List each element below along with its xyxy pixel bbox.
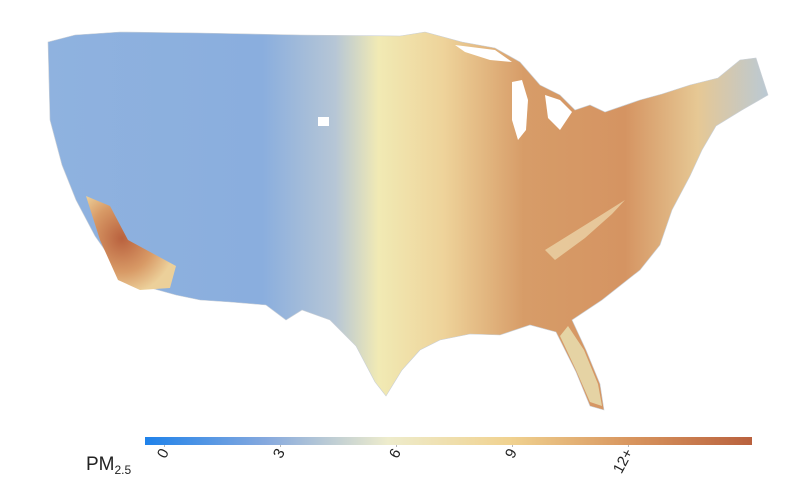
florida xyxy=(560,326,602,406)
legend-title: PM2.5 xyxy=(86,454,132,477)
lake-michigan xyxy=(512,80,528,140)
legend-tick-label: 6 xyxy=(386,446,405,461)
missing-county xyxy=(318,117,329,126)
lake-superior xyxy=(455,45,512,62)
appalachian-band xyxy=(545,200,625,260)
legend-tick-label: 3 xyxy=(270,446,289,461)
lake-huron xyxy=(545,95,572,130)
legend-title-subscript: 2.5 xyxy=(115,463,132,477)
legend: PM2.5 0 3 6 9 12+ xyxy=(86,437,752,477)
us-map xyxy=(47,31,769,411)
legend-title-main: PM xyxy=(86,454,115,475)
legend-tick-label: 9 xyxy=(502,446,521,461)
land xyxy=(47,31,769,411)
legend-tick-label: 12+ xyxy=(610,446,637,477)
southern-california xyxy=(86,196,176,290)
color-bar xyxy=(145,437,752,445)
legend-tick-label: 0 xyxy=(154,446,173,461)
